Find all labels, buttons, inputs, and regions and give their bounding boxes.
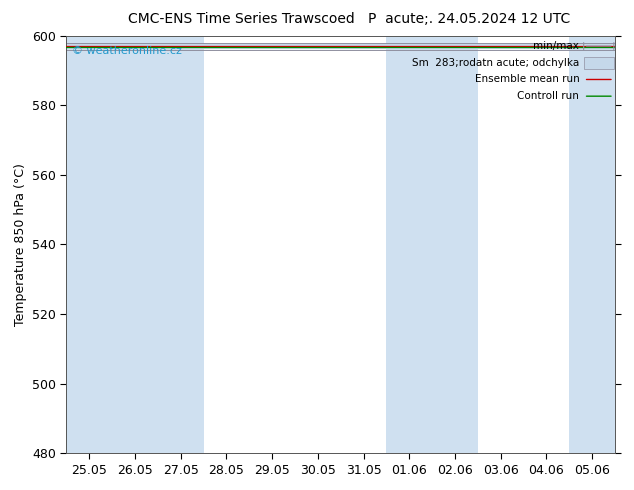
Bar bbox=[158, 36, 204, 453]
Text: Sm  283;rodatn acute; odchylka: Sm 283;rodatn acute; odchylka bbox=[412, 58, 579, 68]
Text: Controll run: Controll run bbox=[517, 91, 579, 101]
Text: © weatheronline.cz: © weatheronline.cz bbox=[72, 46, 182, 56]
Bar bbox=[432, 36, 478, 453]
Text: CMC-ENS Time Series Trawscoed: CMC-ENS Time Series Trawscoed bbox=[127, 12, 354, 26]
Text: Ensemble mean run: Ensemble mean run bbox=[474, 74, 579, 84]
Bar bbox=[112, 36, 158, 453]
Bar bbox=[67, 36, 112, 453]
Text: P  acute;. 24.05.2024 12 UTC: P acute;. 24.05.2024 12 UTC bbox=[368, 12, 571, 26]
Bar bbox=[569, 36, 615, 453]
Y-axis label: Temperature 850 hPa (°C): Temperature 850 hPa (°C) bbox=[13, 163, 27, 326]
Bar bbox=[584, 56, 614, 69]
Bar bbox=[386, 36, 432, 453]
Text: min/max: min/max bbox=[533, 41, 579, 51]
